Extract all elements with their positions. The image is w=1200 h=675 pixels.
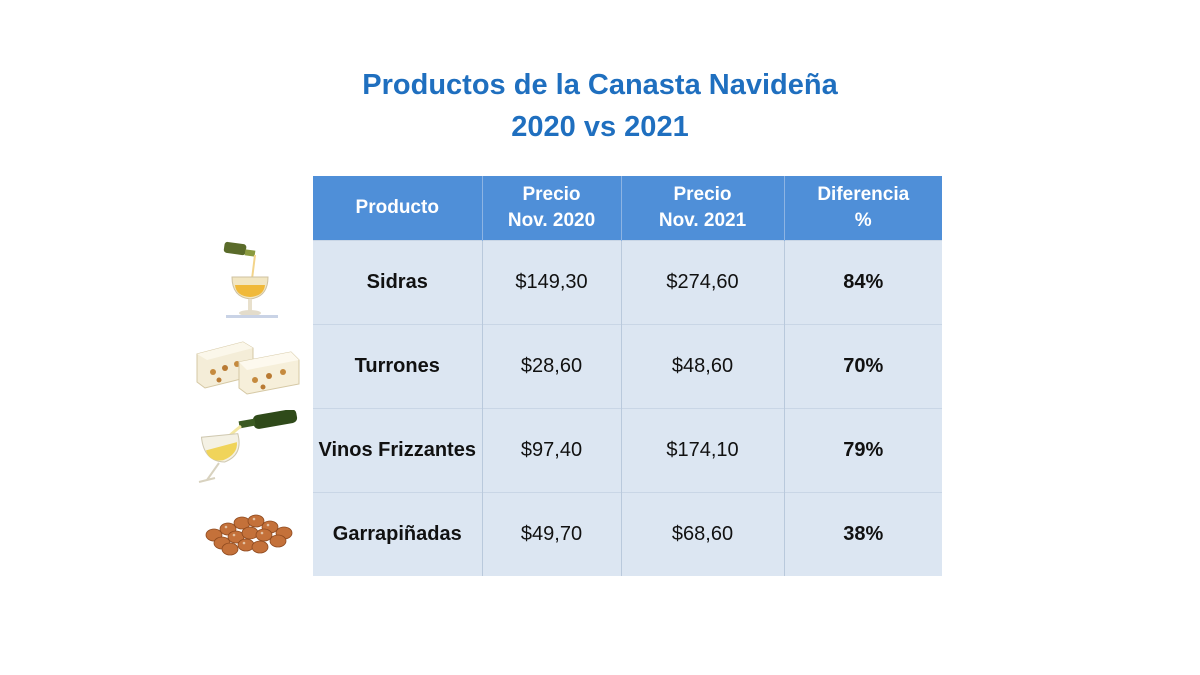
wine-glass-icon: [192, 406, 304, 489]
header-product: Producto: [313, 176, 483, 241]
cell-difference: 79%: [784, 408, 942, 493]
header-difference-line1: Diferencia: [817, 184, 910, 205]
cell-difference: 70%: [784, 324, 942, 409]
nougat-icon: [192, 323, 304, 406]
header-price-2020: Precio Nov. 2020: [482, 176, 622, 241]
title-line-2: 2020 vs 2021: [511, 111, 689, 143]
cell-price-2020: $97,40: [482, 408, 622, 493]
header-price-2020-line1: Precio: [522, 184, 581, 205]
header-price-2021: Precio Nov. 2021: [621, 176, 785, 241]
page-title: Productos de la Canasta Navideña 2020 vs…: [0, 64, 1200, 148]
cell-price-2020: $28,60: [482, 324, 622, 409]
table-header-row: Producto Precio Nov. 2020 Precio Nov. 20…: [313, 176, 942, 241]
price-comparison-table: Producto Precio Nov. 2020 Precio Nov. 20…: [313, 176, 942, 576]
table-row: Sidras $149,30 $274,60 84%: [313, 240, 942, 325]
candied-peanuts-icon: [192, 489, 304, 572]
table-row: Vinos Frizzantes $97,40 $174,10 79%: [313, 408, 942, 493]
header-price-2020-line2: Nov. 2020: [507, 210, 596, 231]
cell-product: Turrones: [313, 324, 483, 409]
cell-product: Sidras: [313, 240, 483, 325]
cell-product: Vinos Frizzantes: [313, 408, 483, 493]
title-line-1: Productos de la Canasta Navideña: [362, 69, 838, 101]
cell-price-2021: $48,60: [621, 324, 785, 409]
cell-product: Garrapiñadas: [313, 492, 483, 576]
product-images: [192, 240, 304, 572]
table-row: Turrones $28,60 $48,60 70%: [313, 324, 942, 409]
cell-price-2021: $68,60: [621, 492, 785, 576]
cell-price-2020: $49,70: [482, 492, 622, 576]
header-price-2021-line2: Nov. 2021: [658, 210, 747, 231]
table-row: Garrapiñadas $49,70 $68,60 38%: [313, 492, 942, 576]
header-price-2021-line1: Precio: [673, 184, 732, 205]
cell-price-2021: $274,60: [621, 240, 785, 325]
cell-price-2021: $174,10: [621, 408, 785, 493]
cell-difference: 84%: [784, 240, 942, 325]
cell-difference: 38%: [784, 492, 942, 576]
header-difference: Diferencia %: [784, 176, 942, 241]
header-difference-line2: %: [854, 210, 872, 231]
cider-glass-icon: [192, 240, 304, 323]
cell-price-2020: $149,30: [482, 240, 622, 325]
header-product-label: Producto: [355, 197, 439, 218]
